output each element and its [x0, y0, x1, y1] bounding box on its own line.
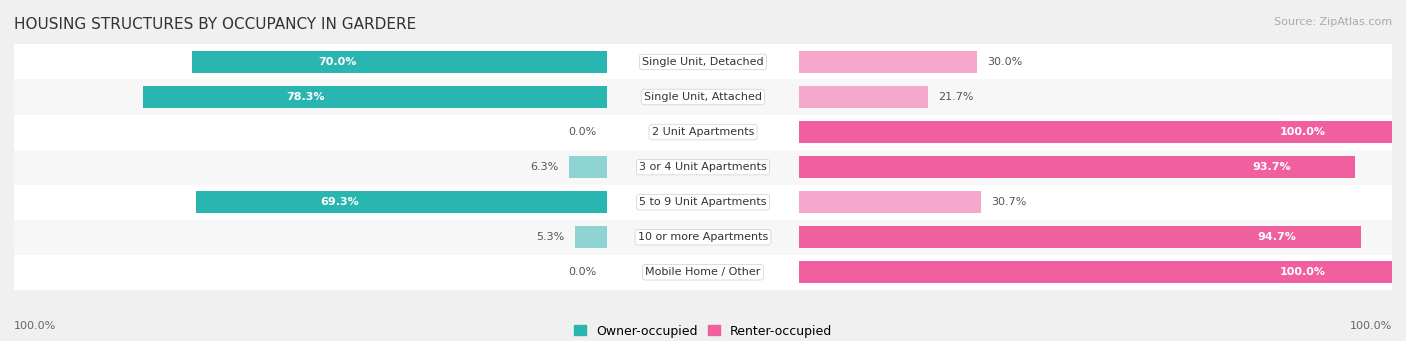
Text: 93.7%: 93.7% [1251, 162, 1291, 172]
Bar [800, 86, 928, 108]
Bar [800, 121, 1392, 143]
Bar [569, 156, 606, 178]
Bar [800, 51, 977, 73]
Text: 6.3%: 6.3% [530, 162, 560, 172]
Text: 30.7%: 30.7% [991, 197, 1026, 207]
Bar [142, 86, 606, 108]
Bar [14, 79, 1392, 115]
Text: 100.0%: 100.0% [1279, 267, 1326, 277]
Text: 0.0%: 0.0% [568, 127, 596, 137]
Text: 3 or 4 Unit Apartments: 3 or 4 Unit Apartments [640, 162, 766, 172]
Bar [14, 115, 1392, 150]
Text: Mobile Home / Other: Mobile Home / Other [645, 267, 761, 277]
Bar [14, 44, 1392, 79]
Bar [14, 255, 1392, 290]
Bar [14, 220, 1392, 255]
Text: 21.7%: 21.7% [938, 92, 974, 102]
Text: 10 or more Apartments: 10 or more Apartments [638, 232, 768, 242]
Text: 5.3%: 5.3% [537, 232, 565, 242]
Text: Single Unit, Attached: Single Unit, Attached [644, 92, 762, 102]
Bar [14, 184, 1392, 220]
Text: 69.3%: 69.3% [321, 197, 359, 207]
Text: 94.7%: 94.7% [1257, 232, 1296, 242]
Bar [191, 51, 606, 73]
Text: 100.0%: 100.0% [1279, 127, 1326, 137]
Text: 0.0%: 0.0% [568, 267, 596, 277]
Text: Single Unit, Detached: Single Unit, Detached [643, 57, 763, 67]
Text: 30.0%: 30.0% [987, 57, 1022, 67]
Text: 2 Unit Apartments: 2 Unit Apartments [652, 127, 754, 137]
Text: 5 to 9 Unit Apartments: 5 to 9 Unit Apartments [640, 197, 766, 207]
Bar [14, 150, 1392, 184]
Bar [800, 191, 981, 213]
Bar [800, 156, 1354, 178]
Bar [575, 226, 606, 248]
Text: 78.3%: 78.3% [285, 92, 325, 102]
Legend: Owner-occupied, Renter-occupied: Owner-occupied, Renter-occupied [568, 320, 838, 341]
Text: 100.0%: 100.0% [14, 321, 56, 331]
Bar [195, 191, 606, 213]
Text: HOUSING STRUCTURES BY OCCUPANCY IN GARDERE: HOUSING STRUCTURES BY OCCUPANCY IN GARDE… [14, 17, 416, 32]
Bar [800, 226, 1361, 248]
Text: 70.0%: 70.0% [318, 57, 356, 67]
Text: Source: ZipAtlas.com: Source: ZipAtlas.com [1274, 17, 1392, 27]
Bar [800, 261, 1392, 283]
Text: 100.0%: 100.0% [1350, 321, 1392, 331]
